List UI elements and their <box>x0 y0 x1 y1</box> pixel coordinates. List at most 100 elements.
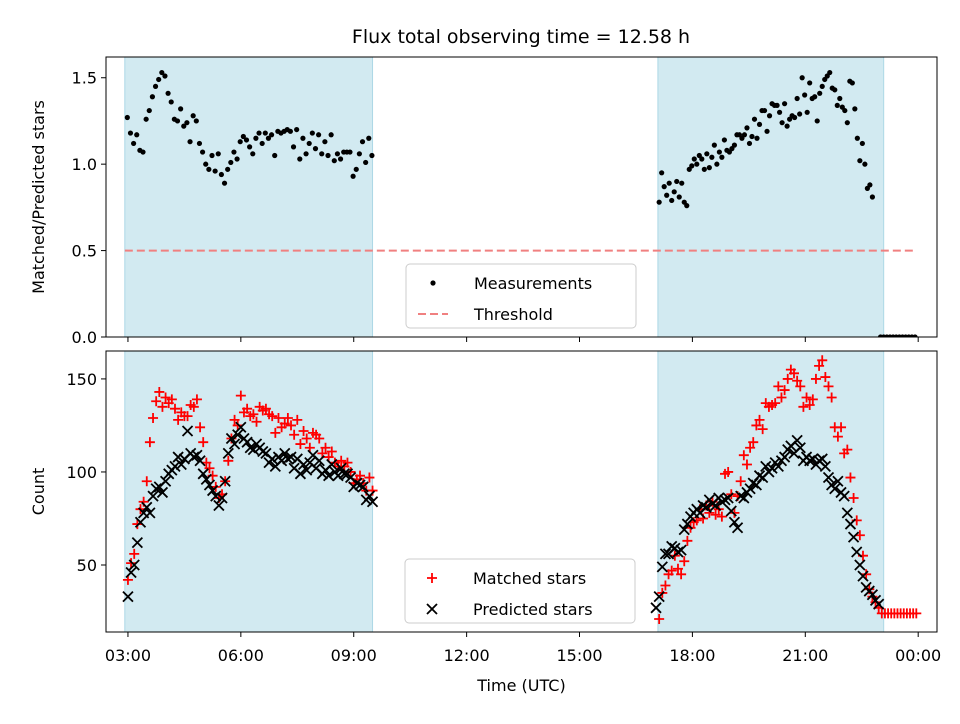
predicted-star-point <box>141 501 153 513</box>
measurement-point <box>350 173 356 179</box>
matched-star-point <box>679 556 690 567</box>
predicted-star-point <box>650 602 662 614</box>
matched-star-point <box>320 442 331 453</box>
measurement-point <box>779 120 785 126</box>
y-tick-label: 0.0 <box>72 328 97 347</box>
measurement-point <box>203 161 209 167</box>
measurement-point <box>247 144 253 150</box>
matched-star-point <box>682 535 693 546</box>
measurement-point <box>859 140 865 147</box>
predicted-star-point <box>326 458 338 471</box>
measurement-point <box>819 83 825 89</box>
bottom-axes-frame <box>105 350 938 633</box>
predicted-star-point <box>301 464 313 476</box>
legend-label: Matched stars <box>473 569 586 588</box>
matched-star-point <box>745 442 756 453</box>
top-panel: 0.0 0.5 1.0 1.5 Matched/Predicted stars Measu… <box>29 56 938 347</box>
y-tick-label: 1.0 <box>72 155 97 174</box>
measurement-point <box>193 118 199 124</box>
measurement-point <box>689 163 695 169</box>
measurement-point <box>316 132 322 138</box>
measurement-point <box>190 113 196 119</box>
matched-star-point <box>342 457 353 468</box>
predicted-star-point <box>351 477 363 489</box>
measurement-point <box>832 87 838 93</box>
predicted-star-point <box>363 490 376 502</box>
predicted-star-point <box>847 531 860 543</box>
measurement-point <box>162 73 168 79</box>
matched-star-point <box>729 507 740 518</box>
matched-star-point <box>154 386 165 397</box>
predicted-star-point <box>235 421 247 433</box>
predicted-star-point <box>678 524 690 536</box>
predicted-star-point <box>744 483 756 495</box>
measurement-point <box>721 137 727 143</box>
matched-star-point <box>267 411 278 422</box>
top-plot-area <box>124 57 918 337</box>
matched-star-point <box>832 431 843 442</box>
matched-star-point <box>251 416 262 427</box>
predicted-star-point <box>225 432 238 445</box>
x-tick-label: 00:00 <box>895 646 941 665</box>
measurement-point <box>353 166 359 172</box>
measurement-point <box>156 76 162 83</box>
x-tick-label: 03:00 <box>105 646 151 665</box>
measurement-point <box>124 114 130 121</box>
measurement-point <box>669 197 675 204</box>
matched-star-point <box>314 433 325 444</box>
measurement-point <box>664 192 670 198</box>
matched-star-point <box>810 373 821 384</box>
measurement-point <box>699 156 705 162</box>
legend-measurement-marker <box>430 280 436 286</box>
predicted-star-point <box>228 438 241 450</box>
measurement-point <box>140 149 146 155</box>
predicted-star-point <box>656 561 668 573</box>
matched-star-point <box>779 385 790 396</box>
predicted-star-point <box>194 455 206 467</box>
x-tick-label: 15:00 <box>556 646 602 665</box>
measurement-point <box>228 159 234 166</box>
predicted-star-point <box>159 475 172 487</box>
observing-window-shade <box>124 57 374 337</box>
y-tick-label: 150 <box>66 370 97 389</box>
predicted-star-point <box>844 518 857 530</box>
measurement-point <box>259 140 265 147</box>
bottom-legend: Matched stars Predicted stars <box>404 558 636 624</box>
predicted-star-point <box>357 481 369 493</box>
measurement-point <box>199 149 206 155</box>
measurement-point <box>834 102 840 108</box>
measurement-point <box>221 180 228 186</box>
measurement-point <box>804 109 810 115</box>
measurement-point <box>837 95 843 102</box>
measurement-point <box>706 165 712 171</box>
predicted-star-point <box>206 484 219 497</box>
measurement-point <box>714 161 720 167</box>
predicted-star-point <box>175 458 187 471</box>
predicted-star-point <box>841 507 853 519</box>
observing-window-shade <box>657 57 885 337</box>
matched-star-point <box>817 355 828 366</box>
matched-star-point <box>741 459 752 470</box>
predicted-star-point <box>854 559 866 571</box>
matched-star-point <box>279 418 290 429</box>
predicted-star-point <box>125 566 137 579</box>
matched-star-point <box>242 403 253 414</box>
measurement-point <box>297 156 303 162</box>
legend-label: Measurements <box>474 274 592 293</box>
matched-star-point <box>826 392 837 403</box>
matched-star-point <box>132 519 143 530</box>
predicted-star-point <box>728 516 741 528</box>
measurement-point <box>356 151 362 157</box>
predicted-star-point <box>266 453 278 465</box>
measurement-point <box>165 90 171 96</box>
matched-star-point <box>801 392 812 403</box>
measurement-point <box>674 178 680 185</box>
measurement-point <box>751 116 758 122</box>
measurement-point <box>799 75 805 81</box>
observing-window-shade <box>657 351 885 632</box>
measurement-point <box>744 125 750 131</box>
matched-star-point <box>229 414 240 425</box>
predicted-star-point <box>838 490 850 502</box>
predicted-star-point <box>709 499 722 512</box>
measurement-point <box>328 132 334 138</box>
